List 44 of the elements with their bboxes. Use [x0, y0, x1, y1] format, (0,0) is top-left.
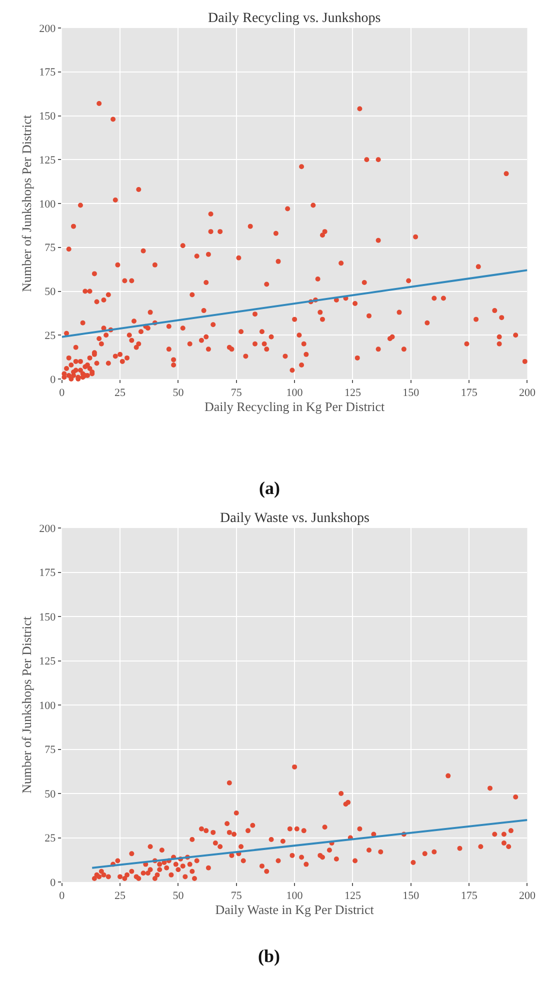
y-tick-label: 175 [39, 66, 56, 79]
x-tick-label: 25 [114, 387, 126, 400]
x-tick-label: 0 [59, 890, 66, 902]
x-axis-title: Daily Recycling in Kg Per District [204, 399, 386, 414]
x-tick-label: 50 [172, 387, 184, 400]
x-tick-label: 75 [230, 890, 242, 902]
text: (b) [258, 946, 280, 966]
x-tick-label: 100 [286, 387, 304, 400]
y-axis-title: Number of Junkshops Per District [19, 616, 34, 794]
y-tick-label: 100 [39, 700, 56, 712]
x-tick-label: 100 [286, 890, 304, 902]
y-tick-label: 25 [44, 832, 56, 845]
y-tick-label: 200 [39, 522, 56, 535]
x-tick-label: 175 [460, 890, 478, 902]
x-tick-label: 150 [402, 387, 420, 400]
y-tick-label: 100 [39, 198, 56, 210]
y-tick-label: 75 [44, 242, 56, 254]
y-tick-label: 125 [39, 154, 56, 166]
y-tick-label: 175 [39, 567, 56, 580]
y-tick-label: 0 [50, 374, 56, 386]
y-tick-label: 200 [39, 22, 56, 35]
y-tick-label: 50 [44, 788, 56, 800]
x-tick-label: 175 [460, 387, 478, 400]
x-tick-label: 25 [114, 890, 126, 902]
x-tick-label: 125 [344, 387, 362, 400]
x-tick-label: 125 [344, 890, 362, 902]
y-tick-label: 0 [50, 876, 56, 889]
y-axis-title: Number of Junkshops Per District [19, 114, 34, 292]
x-tick-label: 75 [230, 387, 242, 400]
x-tick-label: 150 [402, 890, 420, 902]
y-tick-label: 150 [39, 110, 56, 123]
y-tick-label: 50 [44, 286, 56, 298]
y-tick-label: 75 [44, 744, 56, 756]
x-tick-label: 50 [172, 890, 184, 902]
y-tick-label: 125 [39, 656, 56, 668]
x-tick-label: 200 [518, 890, 536, 902]
text: (a) [259, 478, 280, 498]
y-tick-label: 25 [44, 330, 56, 342]
chart-title: Daily Recycling vs. Junkshops [208, 11, 381, 26]
y-tick-label: 150 [39, 611, 56, 624]
x-tick-label: 0 [59, 387, 66, 400]
x-axis-title: Daily Waste in Kg Per District [215, 902, 374, 918]
chart-title: Daily Waste vs. Junkshops [220, 511, 370, 526]
x-tick-label: 200 [518, 387, 536, 400]
